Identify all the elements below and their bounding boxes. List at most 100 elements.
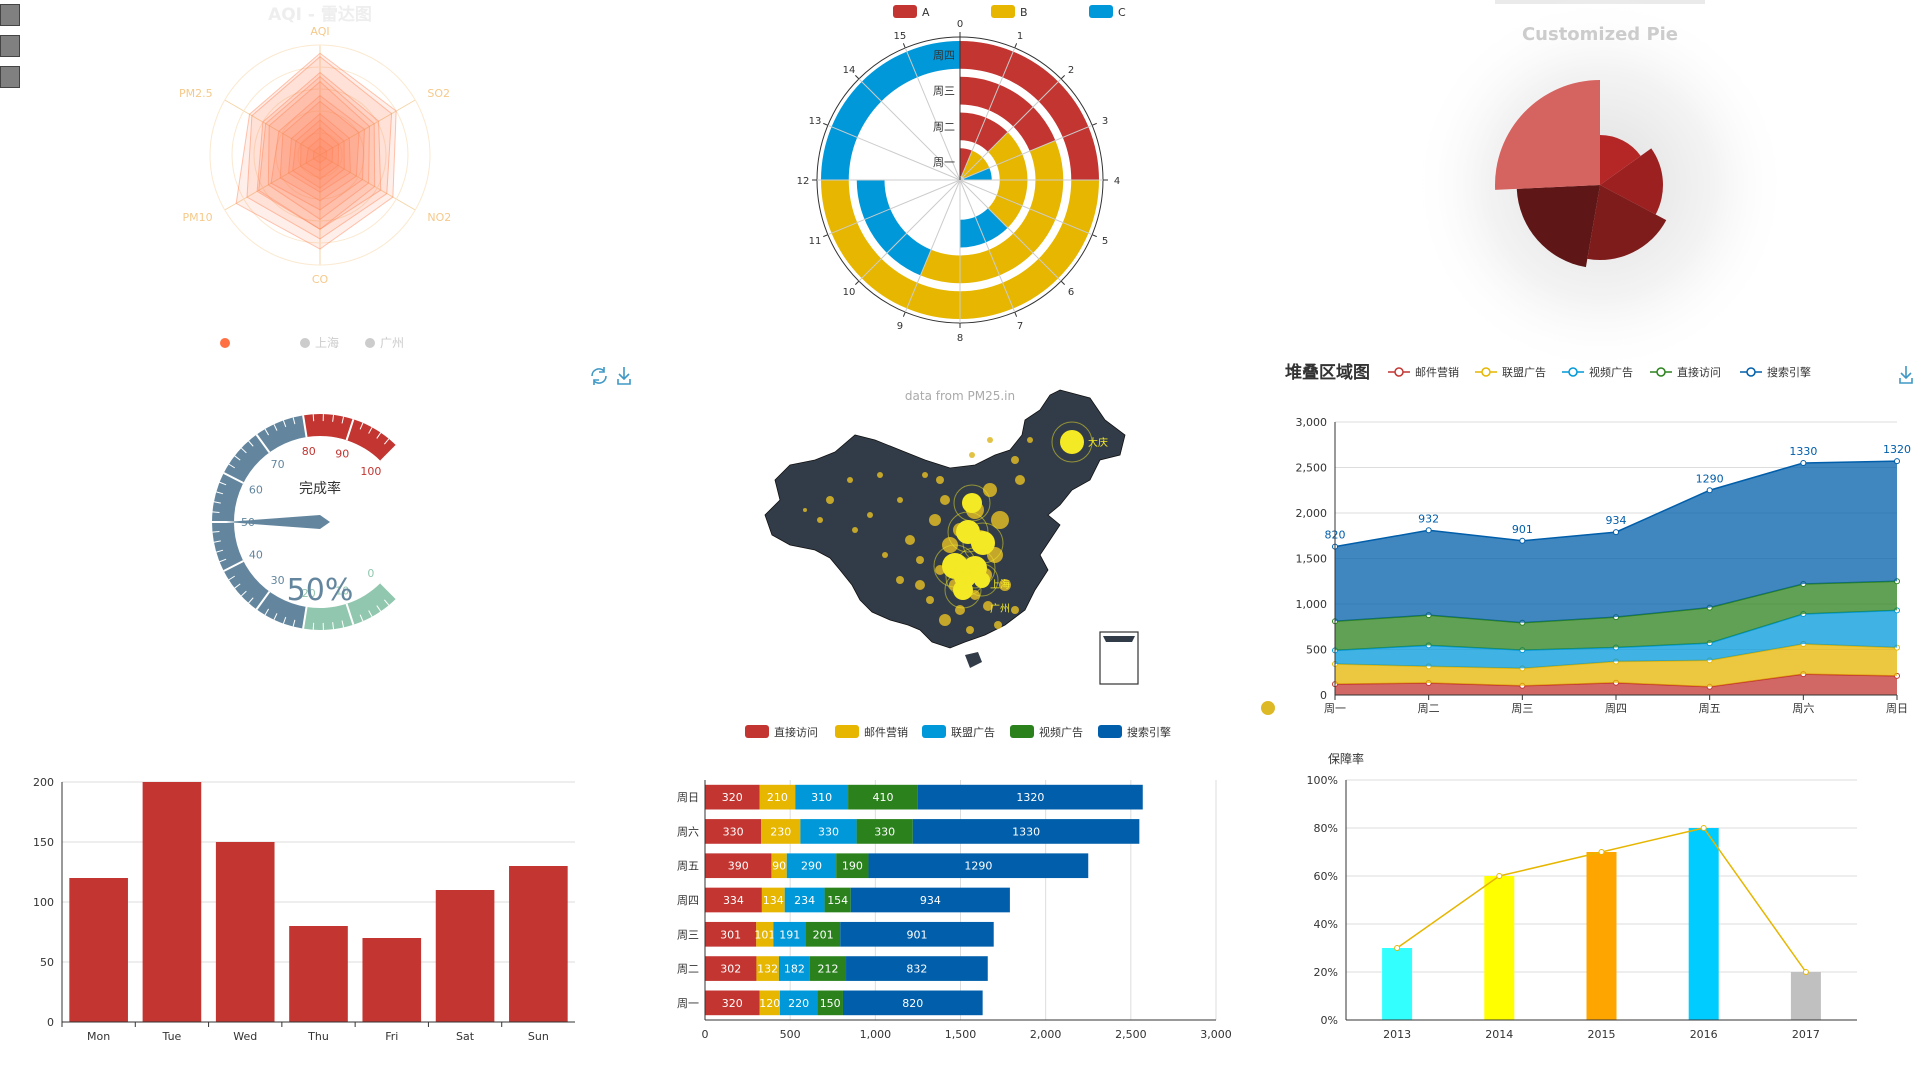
area-legend-marker (1746, 367, 1756, 377)
restore-icon[interactable] (591, 367, 607, 385)
hbar-value-label: 190 (842, 860, 863, 873)
area-point (1613, 529, 1619, 536)
download-icon[interactable] (1899, 366, 1913, 384)
radar-indicator-label: PM2.5 (179, 87, 213, 100)
hbar-value-label: 1320 (1016, 791, 1044, 804)
bar (289, 926, 348, 1022)
bar-x-tick-label: Sun (528, 1030, 549, 1043)
rate-y-tick-label: 100% (1307, 774, 1338, 787)
gauge-tick (228, 463, 235, 469)
gauge-tick (234, 583, 241, 589)
radar-area (288, 113, 351, 193)
map-point (922, 472, 928, 478)
hbar-value-label: 390 (728, 860, 749, 873)
polar-angle-label: 7 (1017, 321, 1023, 332)
hbar-value-label: 310 (811, 791, 832, 804)
hbar-value-label: 90 (772, 860, 786, 873)
hbar-segment (779, 990, 818, 1016)
map-point (817, 517, 823, 523)
polar-tick (1014, 43, 1018, 49)
hbar-legend-marker (1098, 725, 1122, 738)
polar-split-line (959, 78, 1062, 181)
side-button-2[interactable] (0, 35, 20, 57)
area-value-label: 1320 (1883, 443, 1911, 456)
area-point (1800, 459, 1807, 466)
map-point (916, 556, 924, 564)
map-ripple (947, 511, 989, 553)
hbar-segment (761, 887, 785, 913)
radar-legend-marker (300, 338, 310, 348)
hbar-segment (705, 956, 757, 981)
hbar-value-label: 210 (767, 791, 788, 804)
hbar-y-tick-label: 周五 (677, 860, 699, 873)
polar-tick (1060, 74, 1066, 80)
hbar-value-label: 330 (723, 825, 744, 838)
gauge-tick (223, 472, 244, 484)
hbar-value-label: 201 (813, 928, 834, 941)
area-x-tick-label: 周五 (1699, 702, 1721, 715)
area-legend-label: 邮件营销 (1415, 365, 1459, 379)
polar-split-line (959, 179, 1093, 236)
area-y-tick-label: 0 (1320, 689, 1327, 702)
polar-legend-label: C (1118, 6, 1126, 19)
hbar-segment (809, 956, 847, 981)
hbar-value-label: 101 (754, 928, 775, 941)
area-value-label: 934 (1606, 514, 1627, 527)
hbar-segment (842, 990, 983, 1016)
area-legend-marker (1394, 367, 1404, 377)
gauge-band (212, 415, 307, 629)
gauge-tick-label: 90 (335, 448, 349, 461)
gauge-band (303, 414, 397, 462)
rate-point (1598, 849, 1605, 855)
map-legend-dot (1261, 701, 1275, 715)
polar-split-line (959, 124, 1093, 181)
gauge-tick (359, 614, 364, 622)
polar-legend-marker (991, 5, 1015, 18)
polar-split-line (858, 179, 961, 282)
hbar-segment (795, 784, 849, 810)
hbar-segment (705, 819, 762, 844)
polar-tick (902, 311, 906, 317)
area-legend-marker (1656, 367, 1666, 377)
radar-area (258, 75, 376, 230)
gauge-tick-label: 10 (335, 584, 349, 597)
area-y-tick-label: 3,000 (1296, 416, 1328, 429)
area-x-tick-label: 周三 (1511, 702, 1533, 715)
hbar-value-label: 1290 (964, 860, 992, 873)
radar-indicator-label: PM10 (182, 211, 212, 224)
area-value-label: 1290 (1696, 472, 1724, 485)
hbar-value-label: 901 (906, 928, 927, 941)
hbar-segment (912, 819, 1140, 844)
gauge-tick (368, 427, 373, 434)
hbar-legend-label: 直接访问 (774, 725, 818, 739)
gauge-tick (302, 415, 308, 438)
polar-split-line (827, 124, 961, 181)
map-point (929, 514, 941, 526)
radar-area (235, 52, 397, 250)
hbar-value-label: 320 (722, 791, 743, 804)
hbar-legend-label: 搜索引擎 (1127, 725, 1171, 739)
area-y-tick-label: 500 (1306, 644, 1327, 657)
hbar-segment (836, 853, 869, 879)
hbar-value-label: 1330 (1012, 825, 1040, 838)
rate-y-tick-label: 60% (1314, 870, 1338, 883)
side-button-1[interactable] (0, 4, 20, 26)
gauge-tick-label: 40 (249, 549, 263, 562)
hbar-segment (756, 921, 774, 947)
map-point (882, 552, 888, 558)
gauge-tick (219, 558, 227, 563)
radar-title: AQI - 雷达图 (268, 4, 372, 25)
gauge-tick (282, 420, 287, 428)
bar-y-tick-label: 50 (40, 956, 54, 969)
map-point (940, 495, 950, 505)
hbar-value-label: 191 (779, 928, 800, 941)
map-point (942, 537, 958, 553)
map-point (896, 576, 904, 584)
side-button-3[interactable] (0, 66, 20, 88)
hbar-value-label: 212 (817, 963, 838, 976)
radar-area (312, 145, 328, 164)
hbar-value-label: 182 (784, 963, 805, 976)
download-icon[interactable] (617, 367, 631, 385)
area-point (1706, 487, 1713, 494)
radar-indicator-label: SO2 (427, 87, 450, 100)
